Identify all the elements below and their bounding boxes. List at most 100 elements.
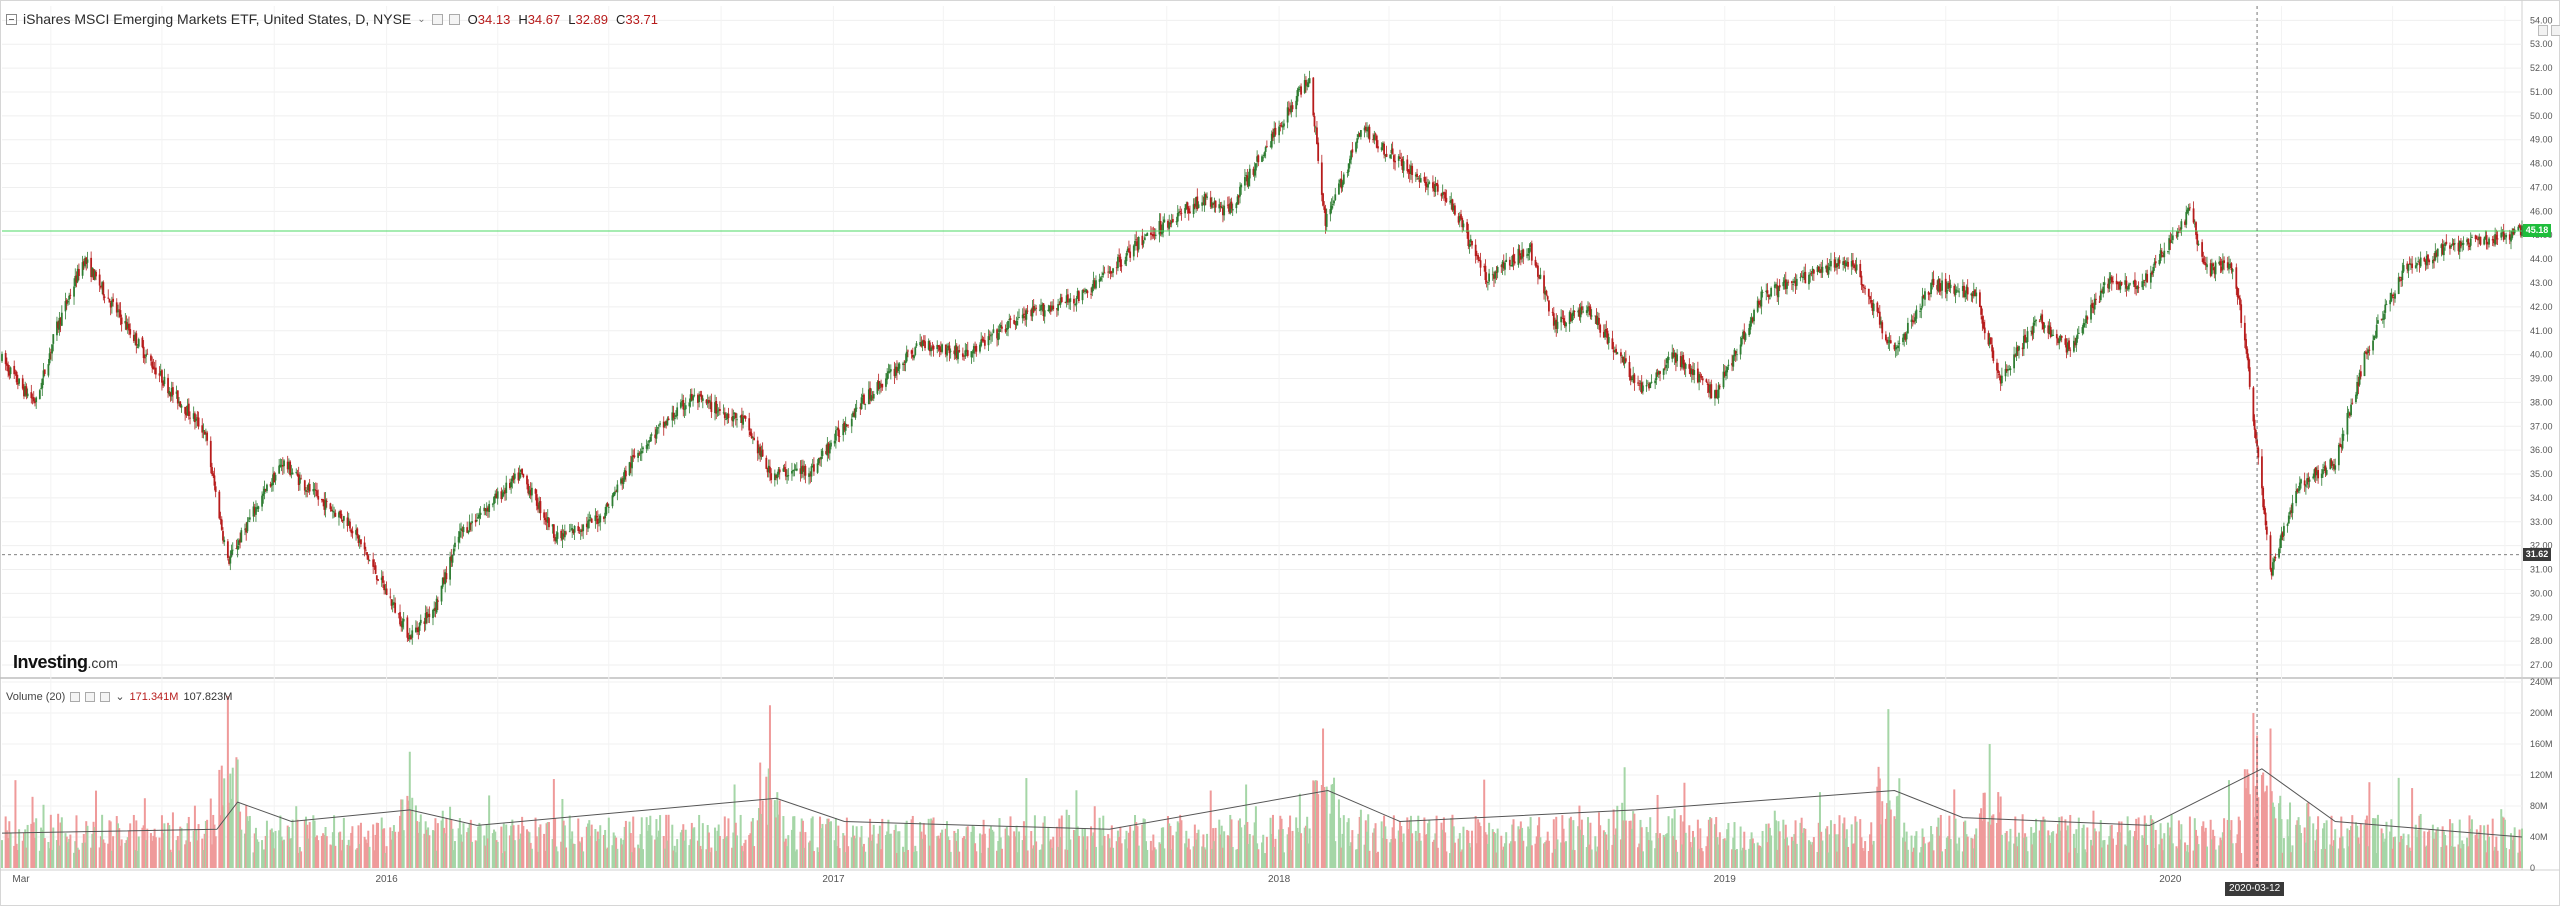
chevron-down-icon[interactable]: ⌄: [115, 691, 125, 703]
candle-up: [247, 520, 250, 522]
candle-down: [996, 329, 998, 339]
candle-down: [1624, 358, 1627, 362]
volume-bar-up: [836, 846, 839, 868]
candle-down: [1226, 204, 1229, 206]
collapse-legend-icon[interactable]: [6, 13, 17, 25]
grid-layer: [0, 0, 2560, 871]
pane-down-icon[interactable]: [2551, 25, 2560, 36]
candle-down: [1287, 108, 1290, 110]
settings-icon[interactable]: [431, 13, 443, 25]
volume-bar-down: [1847, 846, 1850, 868]
candle-down: [1545, 290, 1548, 295]
candle-down: [624, 470, 627, 477]
volume-bar-up: [1650, 840, 1653, 868]
close-icon[interactable]: [100, 691, 111, 702]
candle-up: [2081, 327, 2084, 334]
candle-up: [1031, 307, 1034, 317]
volume-bar-down: [7, 838, 10, 868]
volume-bar-down: [1151, 850, 1154, 868]
candle-down: [1457, 216, 1460, 223]
volume-bar-down: [1633, 813, 1636, 868]
volume-bar-up: [2282, 838, 2285, 868]
volume-bar-down: [1252, 835, 1255, 868]
volume-bar-down: [151, 840, 154, 868]
volume-bar-down: [804, 832, 807, 868]
volume-bar-down: [924, 834, 927, 868]
candle-up: [2167, 251, 2169, 252]
candle-down: [317, 496, 320, 500]
settings-icon[interactable]: [70, 691, 81, 702]
volume-bar-up: [663, 848, 666, 868]
candle-down: [2246, 348, 2249, 359]
volume-bar-down: [390, 839, 393, 868]
candle-down: [1209, 197, 1212, 207]
candle-up: [2170, 241, 2173, 243]
volume-bar-down: [466, 832, 469, 868]
volume-bar-up: [1170, 849, 1173, 868]
volume-bar-up: [777, 814, 780, 868]
pane-controls: [2538, 25, 2560, 36]
candle-down: [1060, 297, 1063, 303]
volume-bar-up: [502, 823, 505, 868]
volume-bar-up: [2058, 817, 2061, 868]
candle-down: [500, 491, 503, 500]
candle-up: [2471, 237, 2473, 238]
volume-bar-down: [2340, 816, 2343, 868]
candle-down: [1836, 263, 1838, 268]
candle-down: [1257, 155, 1260, 163]
volume-bar-down: [1612, 809, 1615, 868]
candle-down: [228, 559, 230, 564]
hide-icon[interactable]: [448, 13, 460, 25]
volume-bar-down: [859, 837, 862, 868]
candle-up: [1554, 320, 1556, 325]
candle-down: [1983, 327, 1986, 334]
candle-down: [1042, 303, 1045, 317]
volume-bar-up: [1099, 829, 1102, 868]
candle-down: [1252, 168, 1255, 175]
volume-bar-up: [2221, 832, 2224, 868]
candle-down: [2392, 297, 2395, 299]
volume-bar-up: [1468, 843, 1471, 868]
candle-down: [853, 412, 856, 417]
candle-down: [1479, 260, 1482, 268]
hide-icon[interactable]: [85, 691, 96, 702]
candle-down: [1110, 272, 1113, 274]
volume-bar-down: [146, 828, 149, 868]
candle-down: [2303, 480, 2306, 486]
volume-bar-down: [1453, 842, 1456, 868]
candle-down: [1701, 378, 1704, 381]
candle-up: [1897, 345, 1900, 349]
volume-bar-up: [551, 838, 554, 868]
volume-legend[interactable]: Volume (20) ⌄ 171.341M 107.823M: [6, 690, 232, 704]
volume-bar-up: [679, 832, 682, 868]
volume-bar-up: [52, 827, 55, 868]
candle-up: [751, 437, 754, 439]
candle-up: [834, 430, 837, 441]
candle-down: [1552, 313, 1555, 326]
volume-bar-down: [633, 847, 636, 868]
candle-down: [366, 552, 368, 556]
candle-down: [2230, 263, 2233, 271]
volume-bar-up: [1713, 824, 1716, 868]
volume-bar-up: [1373, 828, 1376, 868]
volume-bar-down: [1611, 844, 1614, 868]
candle-down: [13, 365, 16, 375]
volume-bar-down: [1401, 841, 1404, 868]
volume-bar-up: [9, 832, 12, 868]
volume-bar-up: [1031, 848, 1034, 868]
volume-bar-down: [2477, 838, 2480, 868]
pane-up-icon[interactable]: [2538, 25, 2548, 36]
volume-bar-up: [1203, 847, 1206, 868]
volume-bar-down: [2491, 818, 2494, 868]
candle-down: [239, 539, 241, 543]
volume-bar-up: [684, 829, 687, 868]
instrument-legend[interactable]: iShares MSCI Emerging Markets ETF, Unite…: [6, 11, 658, 27]
chevron-down-icon[interactable]: ⌄: [417, 13, 426, 25]
volume-bar-down: [1859, 819, 1862, 868]
candle-up: [803, 466, 806, 473]
volume-bar-down: [1320, 784, 1323, 868]
candle-down: [2209, 263, 2212, 276]
candle-up: [1290, 105, 1293, 113]
volume-bar-down: [2246, 769, 2249, 868]
